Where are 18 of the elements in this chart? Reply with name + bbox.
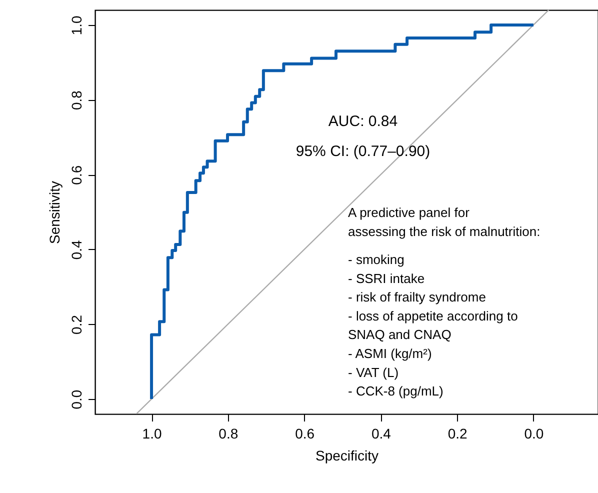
y-tick-label: 0.4 [68, 240, 84, 260]
y-tick-label: 0.2 [68, 314, 84, 334]
y-tick-label: 0.8 [68, 90, 84, 110]
y-tick-label: 1.0 [68, 16, 84, 36]
y-axis-title: Sensitivity [46, 180, 62, 244]
x-tick-label: 0.4 [371, 426, 392, 442]
x-axis-title: Specificity [315, 448, 379, 464]
x-tick-label: 0.6 [295, 426, 315, 442]
annotation: AUC: 0.84 [328, 113, 398, 130]
x-tick-label: 0.2 [448, 426, 468, 442]
annotation: A predictive panel for assessing the risk of malnutrition: [348, 205, 540, 239]
y-tick-label: 0.6 [68, 165, 84, 185]
x-tick-label: 0.0 [524, 426, 544, 442]
annotation: - smoking - SSRI intake - risk of frailty syndrome - loss of appetite according to SNAQ and CNAQ - ASMI (kg/m²) - VAT (L) - CCK-8 (pg/mL) [348, 252, 518, 399]
annotation: 95% CI: (0.77–0.90) [296, 143, 430, 160]
x-tick-label: 0.8 [218, 426, 238, 442]
x-tick-label: 1.0 [142, 426, 162, 442]
y-tick-label: 0.0 [68, 390, 84, 410]
